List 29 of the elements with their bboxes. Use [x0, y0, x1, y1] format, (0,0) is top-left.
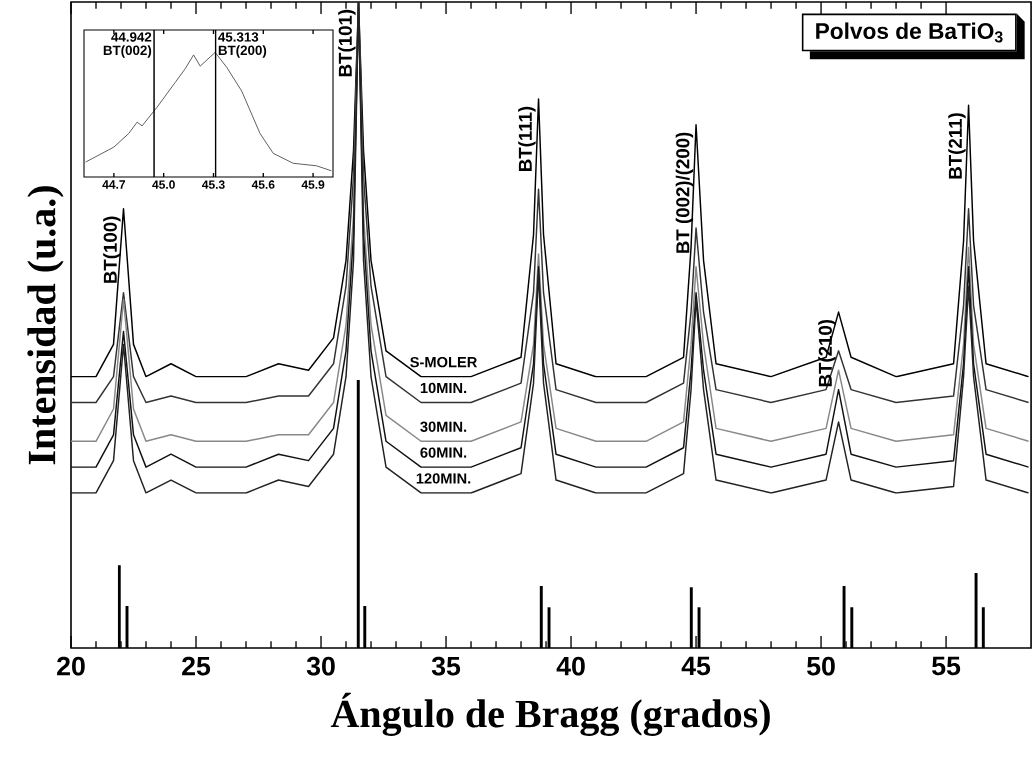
x-tick-label: 45.0 [152, 180, 175, 189]
x-tick-label: 30 [306, 656, 335, 676]
series-label: S-MOLER [410, 356, 478, 368]
series-label: 120MIN. [416, 473, 471, 484]
x-tick-label: 50 [807, 656, 835, 676]
x-tick-label: 35 [431, 656, 461, 676]
annotation: BT (002)/(200) [675, 132, 694, 253]
y-axis-title: Intensidad (u.a.) [27, 186, 64, 465]
series-label: 30MIN. [420, 421, 467, 432]
x-tick-label: 25 [182, 656, 211, 676]
x-tick-label: 55 [932, 656, 961, 676]
x-tick-label: 40 [556, 656, 585, 676]
annotation: BT(211) [948, 113, 966, 179]
x-axis-title: Ángulo de Bragg (grados) [330, 692, 770, 736]
annotation: BT(100) [103, 216, 121, 283]
annotation: BT(101) [338, 9, 356, 77]
ref-line-label: 44.942 BT(002) [103, 32, 152, 58]
series-label: 10MIN. [420, 382, 467, 394]
text: Polvos de BaTiO$_{3}$ [816, 22, 1003, 43]
annotation: BT(111) [518, 106, 536, 171]
x-tick-label: 20 [57, 656, 85, 676]
x-tick-label: 44.7 [102, 180, 126, 189]
annotation: BT(210) [818, 319, 836, 387]
series-label: 60MIN. [420, 447, 467, 458]
x-tick-label: 45.9 [301, 180, 325, 189]
x-tick-label: 45.6 [251, 180, 275, 189]
x-tick-label: 45 [681, 656, 711, 676]
x-tick-label: 45.3 [201, 180, 225, 189]
ref-line-label: 45.313 BT(200) [218, 32, 267, 58]
